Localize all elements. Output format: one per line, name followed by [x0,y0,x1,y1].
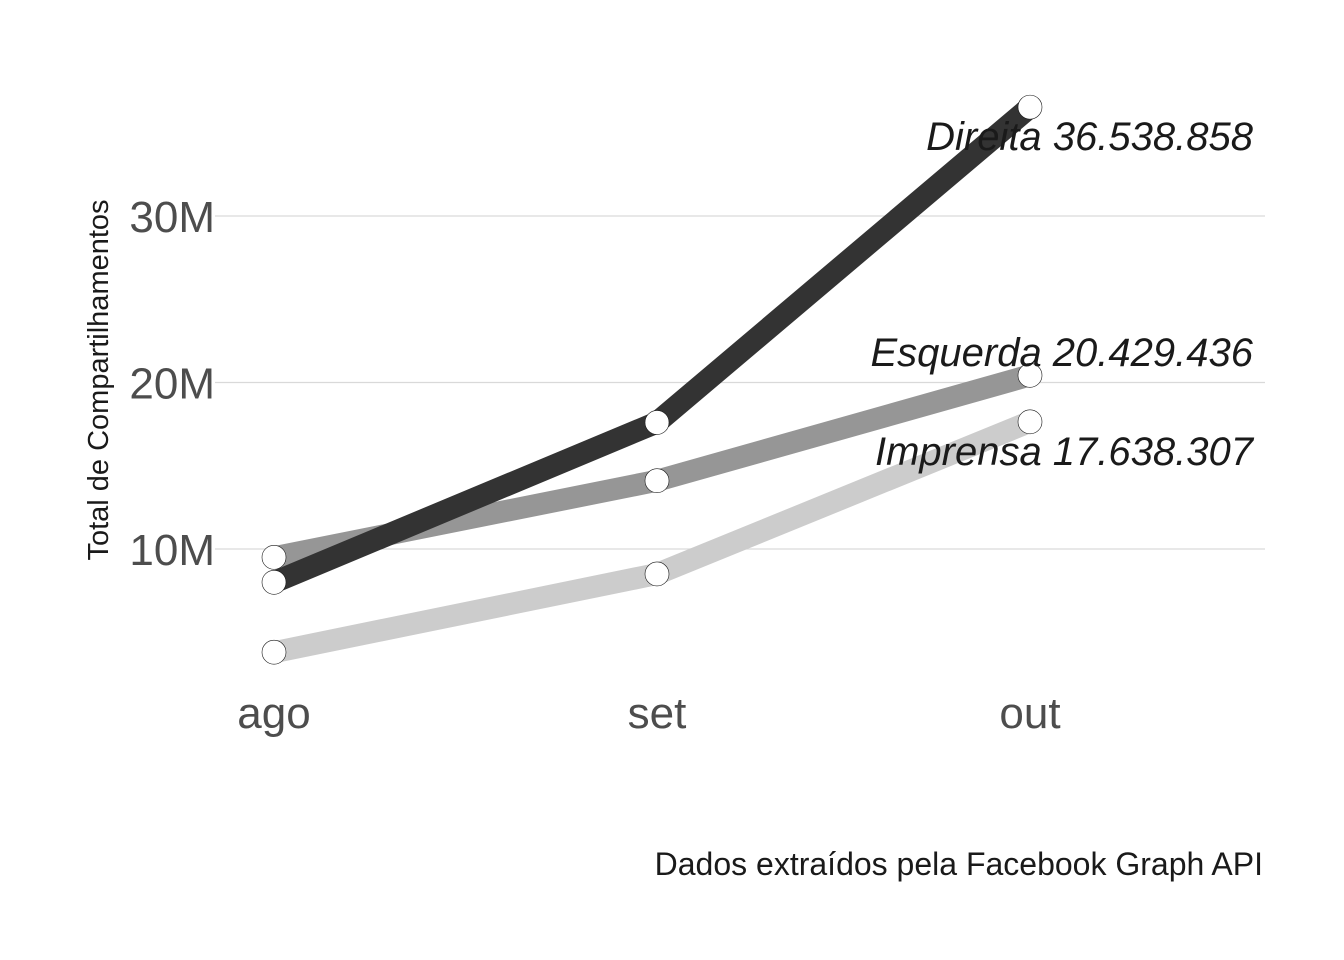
x-axis-ticks: ago set out [237,689,1060,738]
end-label-direita: Direita 36.538.858 [926,115,1254,159]
series-points [261,94,1043,665]
data-point-esquerda [261,545,287,570]
data-point-direita [644,410,670,435]
end-label-imprensa: Imprensa 17.638.307 [875,430,1255,474]
y-tick-label: 10M [129,526,215,575]
data-point-direita [261,569,287,595]
data-point-direita [1017,94,1043,120]
x-tick-label: out [999,689,1060,738]
x-tick-label: set [628,689,687,738]
x-tick-label: ago [237,689,310,738]
data-point-imprensa [261,639,287,665]
data-point-imprensa [644,561,670,587]
end-label-esquerda: Esquerda 20.429.436 [870,331,1253,375]
end-labels: Imprensa 17.638.307 Esquerda 20.429.436 Di… [870,115,1254,474]
y-tick-label: 20M [129,360,215,409]
y-axis-ticks: 10M 20M 30M [129,193,215,575]
y-tick-label: 30M [129,193,215,242]
grid-lines [215,215,1265,550]
data-point-esquerda [644,468,670,494]
data-point-imprensa [1017,409,1043,435]
y-axis-label: Total de Compartilhamentos [83,199,115,560]
data-point-esquerda [1017,363,1043,388]
chart-caption: Dados extraídos pela Facebook Graph API [655,846,1263,882]
